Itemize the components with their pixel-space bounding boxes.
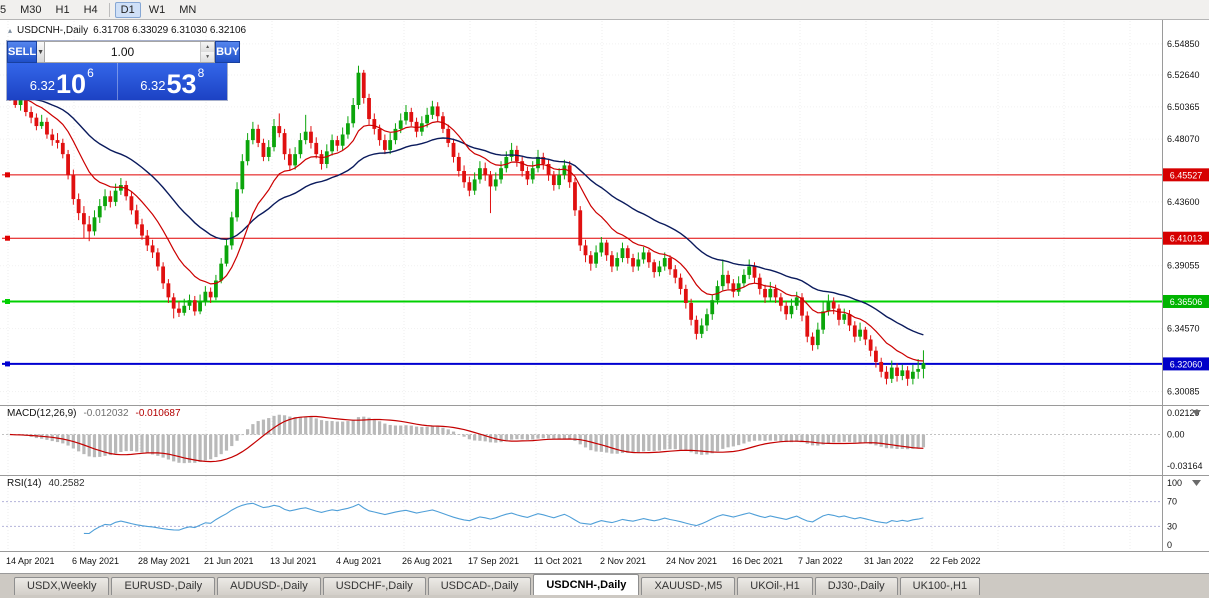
date-axis[interactable]: 14 Apr 2021 6 May 2021 28 May 2021 21 Jun 2…	[0, 551, 1209, 573]
svg-text:0.02129: 0.02129	[1167, 408, 1200, 418]
timeframe-toolbar: 5 M30 H1 H4 D1 W1 MN	[0, 0, 1209, 20]
date-label: 24 Nov 2021	[666, 556, 718, 566]
chart-tab-eurusd-daily[interactable]: EURUSD-,Daily	[111, 577, 216, 595]
svg-text:6.34570: 6.34570	[1167, 324, 1200, 334]
date-label: 28 May 2021	[138, 556, 191, 566]
svg-text:6.52640: 6.52640	[1167, 70, 1200, 80]
svg-text:6.50365: 6.50365	[1167, 102, 1200, 112]
svg-text:6.32060: 6.32060	[1170, 359, 1203, 369]
chart-icon: ▴	[8, 26, 13, 35]
rsi-panel[interactable]: 100 70 30 0	[0, 475, 1209, 551]
chart-ohlc-values: 6.31708 6.33029 6.31030 6.32106	[93, 25, 247, 36]
volume-dropdown-button[interactable]: ▼	[37, 41, 46, 63]
chart-tab-usdcad-daily[interactable]: USDCAD-,Daily	[427, 577, 532, 595]
chart-tab-xauusd-m5[interactable]: XAUUSD-,M5	[641, 577, 736, 595]
chart-tab-bar: USDX,Weekly EURUSD-,Daily AUDUSD-,Daily USD…	[0, 573, 1209, 595]
window-bottom-edge	[0, 595, 1209, 598]
macd-signal-value: -0.010687	[135, 408, 181, 419]
volume-input[interactable]	[45, 42, 201, 62]
svg-text:30: 30	[1167, 521, 1177, 531]
buy-price-sup: 8	[197, 66, 205, 80]
svg-text:6.48070: 6.48070	[1167, 134, 1200, 144]
timeframe-button-mn[interactable]: MN	[179, 3, 197, 16]
stepper-up-icon[interactable]: ▲	[201, 42, 215, 52]
sell-price[interactable]: 6.32 10 6	[7, 63, 117, 100]
chart-symbol-header: ▴ USDCNH-,Daily 6.31708 6.33029 6.31030 …	[8, 25, 246, 36]
buy-price-prefix: 6.32	[140, 78, 166, 93]
svg-text:6.39055: 6.39055	[1167, 261, 1200, 271]
stepper-down-icon[interactable]: ▼	[201, 52, 215, 62]
date-label: 6 May 2021	[72, 556, 120, 566]
macd-header: MACD(12,26,9) -0.012032 -0.010687	[7, 408, 181, 419]
buy-button[interactable]: BUY	[215, 41, 241, 63]
date-label: 16 Dec 2021	[732, 556, 784, 566]
timeframe-button-5[interactable]: 5	[0, 3, 7, 16]
chart-area: 6.54850 6.52640 6.50365 6.48070 6.43600 6.390…	[0, 20, 1209, 573]
timeframe-button-m30[interactable]: M30	[20, 3, 42, 16]
date-label: 26 Aug 2021	[402, 556, 453, 566]
rsi-header: RSI(14) 40.2582	[7, 478, 85, 489]
svg-text:6.54850: 6.54850	[1167, 39, 1200, 49]
date-label: 14 Apr 2021	[6, 556, 55, 566]
date-label: 21 Jun 2021	[204, 556, 254, 566]
chart-tab-usdx-weekly[interactable]: USDX,Weekly	[14, 577, 110, 595]
svg-text:6.45527: 6.45527	[1170, 170, 1203, 180]
chart-tab-usdcnh-daily[interactable]: USDCNH-,Daily	[533, 574, 640, 595]
timeframe-button-d1[interactable]: D1	[114, 1, 141, 18]
macd-main-value: -0.012032	[83, 408, 129, 419]
svg-text:6.43600: 6.43600	[1167, 197, 1200, 207]
chart-tab-usdchf-daily[interactable]: USDCHF-,Daily	[322, 577, 426, 595]
svg-text:6.41013: 6.41013	[1170, 234, 1203, 244]
macd-name: MACD(12,26,9)	[7, 408, 77, 419]
sell-price-sup: 6	[87, 66, 94, 80]
svg-text:70: 70	[1167, 497, 1177, 507]
chart-tab-uk100-h1[interactable]: UK100-,H1	[899, 577, 981, 595]
rsi-value: 40.2582	[48, 478, 85, 489]
svg-text:0.00: 0.00	[1167, 430, 1185, 440]
chart-tab-dj30-daily[interactable]: DJ30-,Daily	[814, 577, 898, 595]
volume-field: ▲ ▼	[45, 41, 216, 63]
date-label: 17 Sep 2021	[468, 556, 520, 566]
chart-tab-ukoil-h1[interactable]: UKOil-,H1	[737, 577, 813, 595]
macd-panel[interactable]: 0.02129 0.00 -0.03164	[0, 405, 1209, 475]
rsi-name: RSI(14)	[7, 478, 42, 489]
date-label: 7 Jan 2022	[798, 556, 843, 566]
date-label: 13 Jul 2021	[270, 556, 317, 566]
date-label: 4 Aug 2021	[336, 556, 382, 566]
chart-tab-audusd-daily[interactable]: AUDUSD-,Daily	[217, 577, 321, 595]
toolbar-separator	[108, 2, 110, 17]
one-click-trading-panel: SELL ▼ ▲ ▼ BUY 6.32 10 6	[7, 41, 241, 100]
date-label: 31 Jan 2022	[864, 556, 914, 566]
date-label: 11 Oct 2021	[534, 556, 583, 566]
timeframe-button-h1[interactable]: H1	[55, 3, 70, 16]
sell-button[interactable]: SELL	[7, 41, 38, 63]
svg-text:-0.03164: -0.03164	[1167, 461, 1203, 471]
buy-price-big: 53	[166, 69, 197, 99]
svg-text:6.30085: 6.30085	[1167, 387, 1200, 397]
svg-text:100: 100	[1167, 478, 1182, 488]
buy-price[interactable]: 6.32 53 8	[116, 63, 228, 100]
svg-text:6.36506: 6.36506	[1170, 297, 1203, 307]
chart-symbol-label: USDCNH-,Daily	[17, 25, 89, 36]
timeframe-button-h4[interactable]: H4	[83, 3, 98, 16]
volume-stepper: ▲ ▼	[200, 42, 215, 62]
date-label: 2 Nov 2021	[600, 556, 647, 566]
date-label: 22 Feb 2022	[930, 556, 981, 566]
chevron-down-icon: ▼	[37, 48, 45, 56]
sell-price-prefix: 6.32	[29, 78, 56, 93]
main-price-chart[interactable]: 6.54850 6.52640 6.50365 6.48070 6.43600 6.390…	[0, 20, 1209, 405]
timeframe-button-w1[interactable]: W1	[148, 3, 166, 16]
svg-text:0: 0	[1167, 540, 1172, 550]
sell-price-big: 10	[56, 69, 87, 99]
